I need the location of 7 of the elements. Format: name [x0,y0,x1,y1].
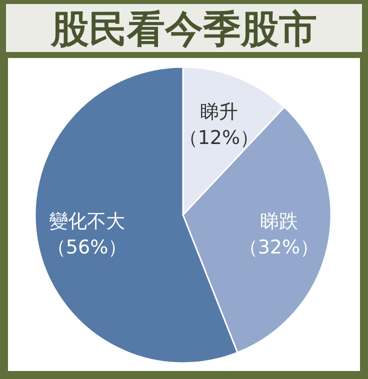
slice-label: 睇跌 [260,210,298,232]
slice-label: 睇升 [200,101,238,124]
chart-title: 股民看今季股市 [50,7,317,51]
data-label: （32%） [238,236,320,258]
data-label: （12%） [178,127,260,150]
data-label: （56%） [46,236,128,258]
slice-label: 變化不大 [49,210,126,232]
